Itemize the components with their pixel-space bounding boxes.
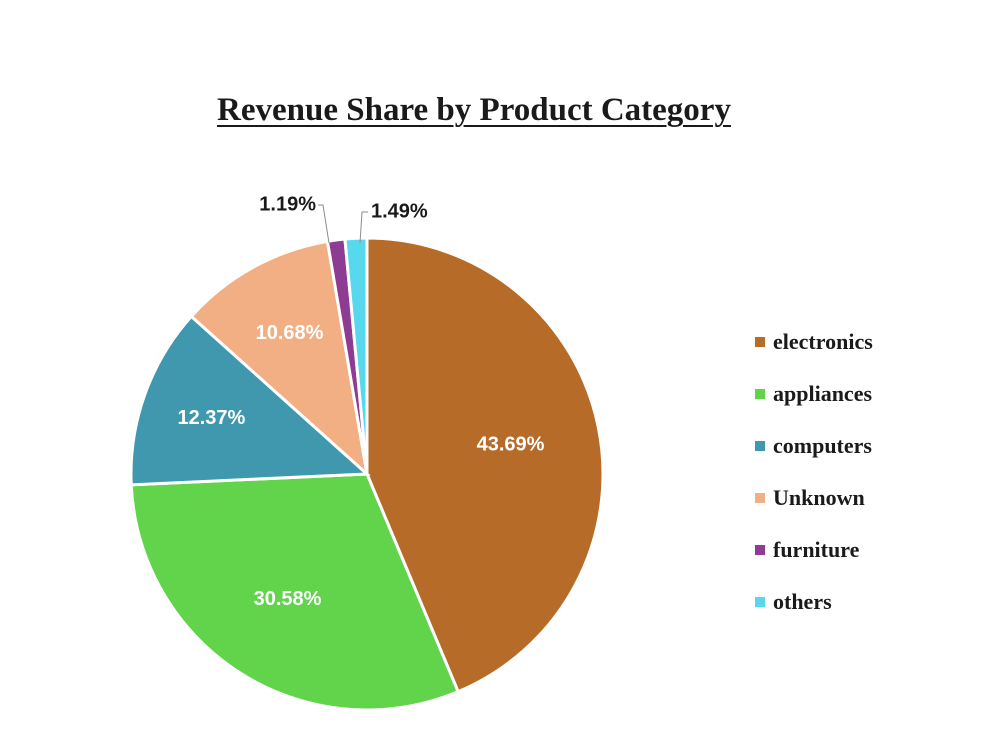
legend-item-computers: computers — [755, 420, 975, 472]
pie-slice-electronics — [365, 236, 605, 694]
legend-swatch — [755, 389, 765, 399]
legend-label: furniture — [773, 537, 860, 562]
legend-label: computers — [773, 433, 872, 458]
chart-title: Revenue Share by Product Category — [0, 92, 948, 129]
pie-slice-computers — [129, 314, 371, 487]
slice-label-others: 1.49% — [371, 200, 428, 222]
legend-item-others: others — [755, 576, 975, 628]
chart-title-text: Revenue Share by Product Category — [217, 92, 731, 128]
legend-label: others — [773, 589, 832, 614]
legend-label: appliances — [773, 381, 873, 406]
pie-slice-appliances — [129, 472, 461, 712]
leader-lines — [318, 204, 368, 244]
legend-label: Unknown — [773, 485, 865, 510]
legend-swatch — [755, 337, 765, 347]
slice-label-furniture: 1.19% — [259, 193, 316, 215]
slice-label-electronics: 43.69% — [477, 433, 545, 455]
legend-item-unknown: Unknown — [755, 472, 975, 524]
pie-slice-others — [343, 236, 369, 475]
legend-swatch — [755, 441, 765, 451]
slice-labels: 43.69% 30.58% 12.37% 10.68% 1.19% 1.49% — [177, 193, 544, 610]
legend-swatch — [755, 597, 765, 607]
legend-item-electronics: electronics — [755, 316, 975, 368]
legend-swatch — [755, 545, 765, 555]
slice-label-unknown: 10.68% — [256, 322, 324, 344]
slice-label-appliances: 30.58% — [254, 588, 322, 610]
pie-slice-unknown — [189, 239, 370, 478]
pie-slices — [129, 236, 605, 712]
legend-item-furniture: furniture — [755, 524, 975, 576]
leader-line-others — [359, 211, 368, 244]
legend-swatch — [755, 493, 765, 503]
leader-line-furniture — [318, 204, 330, 244]
legend: electronics appliances computers Unknown fur… — [755, 316, 975, 628]
legend-label: electronics — [773, 329, 873, 354]
legend-item-appliances: appliances — [755, 368, 975, 420]
slice-label-computers: 12.37% — [177, 407, 245, 429]
